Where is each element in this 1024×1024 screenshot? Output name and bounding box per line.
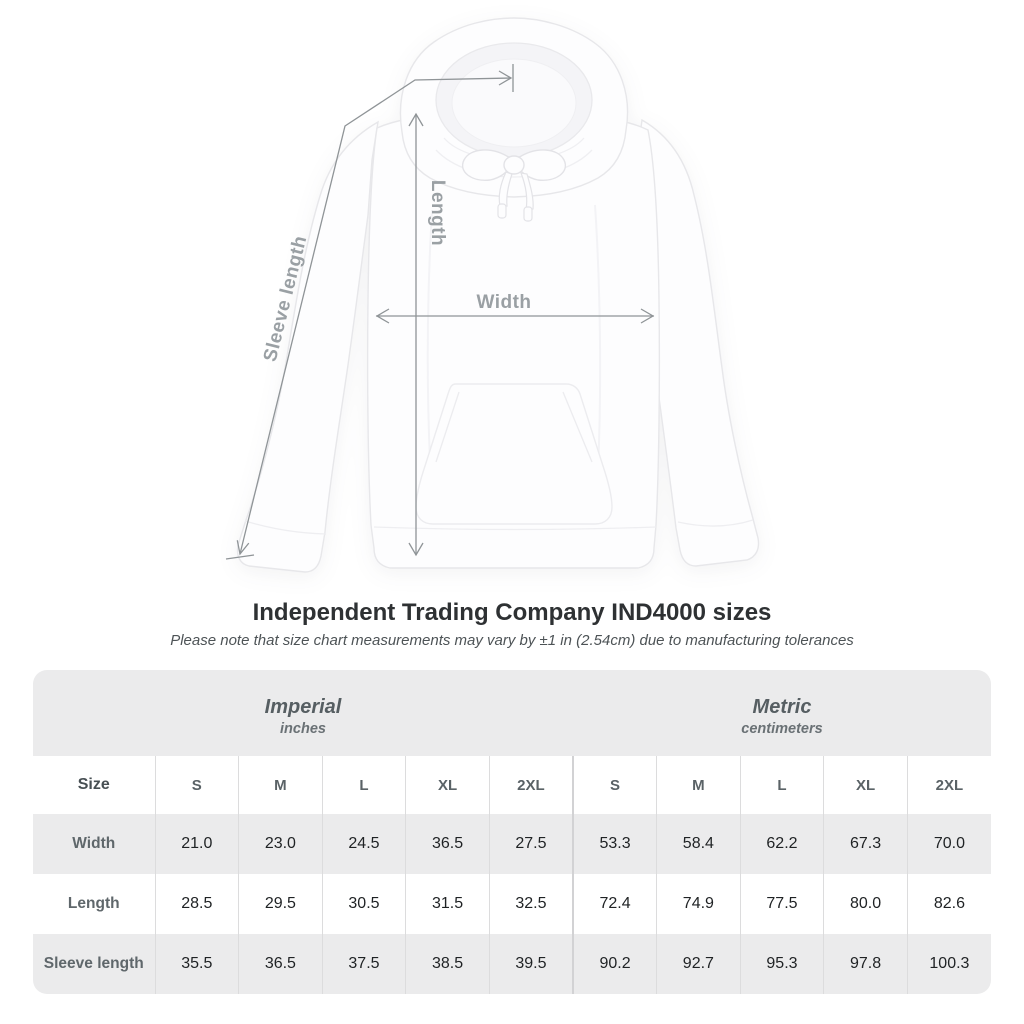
- value-cell: 28.5: [154, 874, 239, 934]
- hoodie-figure: Width Length Sleeve length: [225, 17, 760, 573]
- size-header-cell: 2XL: [906, 756, 991, 814]
- value-cell: 27.5: [488, 814, 573, 874]
- value-cell: 29.5: [238, 874, 323, 934]
- width-arrow: [375, 308, 655, 324]
- row-label-sleeve-length: Sleeve length: [33, 934, 155, 994]
- table-row-width: Width 21.0 23.0 24.5 36.5 27.5 53.3 58.4…: [33, 814, 991, 874]
- metric-unit: centimeters: [741, 721, 823, 737]
- value-cell: 100.3: [906, 934, 991, 994]
- drawstring-bow: [461, 149, 567, 222]
- value-cell: 31.5: [405, 874, 490, 934]
- size-header-cell: L: [739, 756, 824, 814]
- size-corner-header: Size: [33, 756, 155, 814]
- imperial-unit: inches: [280, 721, 326, 737]
- imperial-label: Imperial: [264, 696, 342, 718]
- page-title: Independent Trading Company IND4000 size…: [252, 599, 772, 626]
- value-cell: 80.0: [823, 874, 908, 934]
- length-arrow: [408, 112, 424, 557]
- value-cell: 37.5: [321, 934, 406, 994]
- value-cell: 90.2: [571, 934, 657, 994]
- value-cell: 67.3: [823, 814, 908, 874]
- value-cell: 38.5: [405, 934, 490, 994]
- row-label-width: Width: [33, 814, 155, 874]
- width-measure-label: Width: [476, 292, 531, 313]
- value-cell: 35.5: [154, 934, 239, 994]
- value-cell: 58.4: [656, 814, 741, 874]
- size-table-card: Imperial inches Metric centimeters Size …: [33, 670, 991, 994]
- value-cell: 23.0: [238, 814, 323, 874]
- metric-label: Metric: [752, 696, 812, 718]
- unit-group-row: Imperial inches Metric centimeters: [33, 670, 991, 756]
- size-header-cell: L: [321, 756, 406, 814]
- value-cell: 36.5: [405, 814, 490, 874]
- value-cell: 97.8: [823, 934, 908, 994]
- table-row-length: Length 28.5 29.5 30.5 31.5 32.5 72.4 74.…: [33, 874, 991, 934]
- value-cell: 24.5: [321, 814, 406, 874]
- value-cell: 70.0: [906, 814, 991, 874]
- value-cell: 95.3: [739, 934, 824, 994]
- value-cell: 21.0: [154, 814, 239, 874]
- value-cell: 53.3: [571, 814, 657, 874]
- size-header-cell: S: [154, 756, 239, 814]
- page-subtitle: Please note that size chart measurements…: [170, 632, 854, 649]
- size-header-cell: M: [238, 756, 323, 814]
- size-header-cell: M: [656, 756, 741, 814]
- hoodie-illustration: [236, 17, 760, 573]
- value-cell: 62.2: [739, 814, 824, 874]
- row-label-length: Length: [33, 874, 155, 934]
- size-table: Imperial inches Metric centimeters Size …: [33, 670, 991, 994]
- value-cell: 77.5: [739, 874, 824, 934]
- size-header-cell: 2XL: [488, 756, 573, 814]
- value-cell: 92.7: [656, 934, 741, 994]
- size-header-cell: XL: [823, 756, 908, 814]
- imperial-group-header: Imperial inches: [33, 670, 573, 756]
- size-header-cell: XL: [405, 756, 490, 814]
- value-cell: 30.5: [321, 874, 406, 934]
- value-cell: 74.9: [656, 874, 741, 934]
- metric-group-header: Metric centimeters: [572, 670, 991, 756]
- value-cell: 36.5: [238, 934, 323, 994]
- value-cell: 82.6: [906, 874, 991, 934]
- length-measure-label: Length: [427, 180, 448, 246]
- value-cell: 72.4: [571, 874, 657, 934]
- table-row-sleeve-length: Sleeve length 35.5 36.5 37.5 38.5 39.5 9…: [33, 934, 991, 994]
- size-header-cell: S: [571, 756, 657, 814]
- value-cell: 32.5: [488, 874, 573, 934]
- size-header-row: Size S M L XL 2XL S M L XL 2XL: [33, 756, 991, 814]
- value-cell: 39.5: [488, 934, 573, 994]
- sleeve-length-arrow: [225, 64, 514, 560]
